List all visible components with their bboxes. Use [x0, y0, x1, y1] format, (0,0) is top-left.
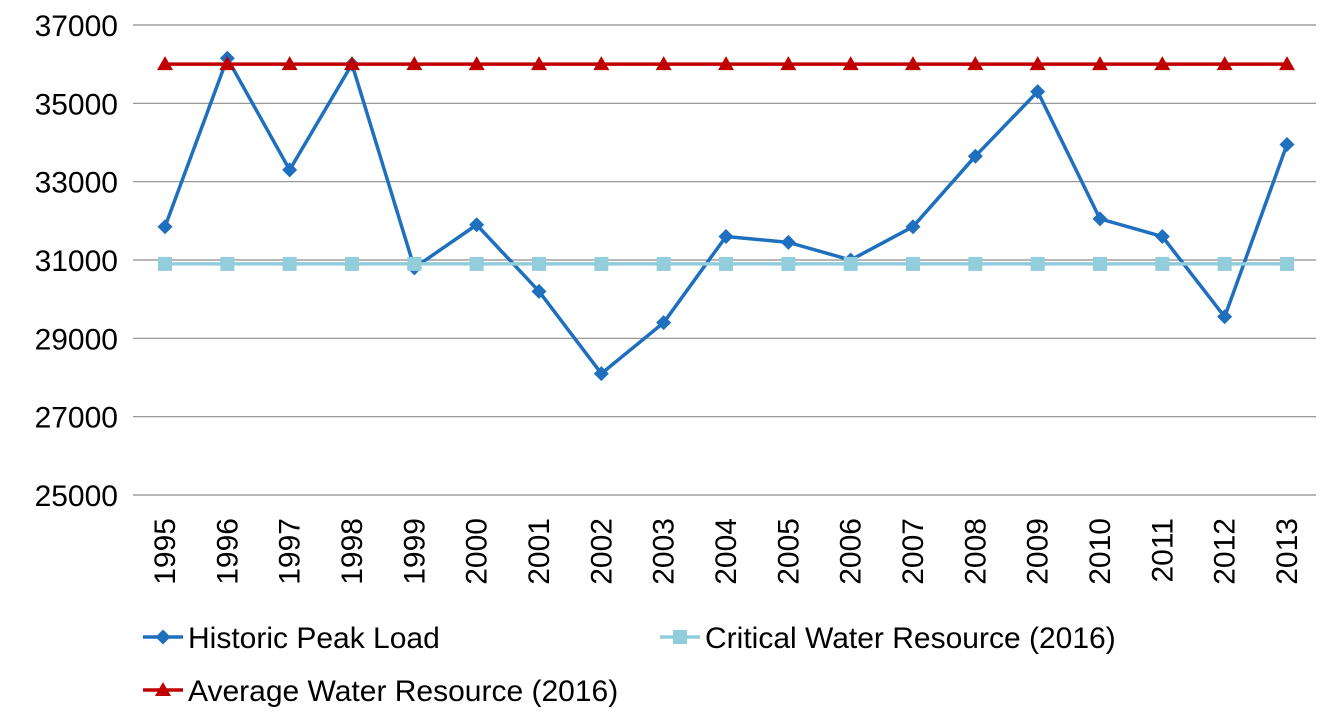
legend: Historic Peak Load Critical Water Resourc…: [143, 622, 1116, 708]
y-tick-label: 33000: [35, 167, 118, 200]
data-point: [673, 630, 687, 644]
x-tick-label: 2012: [1209, 518, 1242, 585]
data-point: [842, 56, 859, 71]
y-tick-label: 29000: [35, 323, 118, 356]
x-tick-label: 1999: [398, 518, 431, 585]
data-point: [1279, 56, 1295, 71]
data-point: [780, 56, 797, 71]
data-point: [344, 56, 360, 71]
x-tick-label: 1995: [149, 518, 182, 585]
data-point: [593, 366, 609, 382]
data-point: [157, 56, 173, 71]
legend-label: Historic Peak Load: [188, 622, 440, 655]
data-point: [220, 256, 235, 271]
x-tick-label: 1998: [336, 518, 369, 585]
data-point: [1216, 56, 1233, 71]
data-point: [905, 56, 921, 71]
data-point: [407, 256, 422, 271]
data-point: [1217, 309, 1233, 325]
data-point: [469, 217, 485, 233]
data-point: [282, 256, 297, 271]
series-group: [157, 50, 1295, 382]
data-point: [219, 56, 236, 71]
y-tick-label: 37000: [35, 10, 118, 43]
data-point: [469, 256, 484, 271]
data-point: [843, 256, 858, 271]
data-point: [656, 315, 672, 331]
data-point: [1092, 56, 1108, 71]
x-tick-label: 2005: [772, 518, 805, 585]
data-point: [656, 256, 671, 271]
data-point: [345, 256, 359, 271]
x-tick-label: 2000: [461, 518, 494, 585]
legend-label: Average Water Resource (2016): [188, 675, 618, 708]
data-point: [158, 256, 172, 271]
data-point: [906, 256, 920, 271]
x-tick-label: 2006: [835, 518, 868, 585]
data-point: [1155, 256, 1170, 271]
data-point: [155, 629, 171, 645]
data-point: [781, 256, 796, 271]
data-point: [532, 256, 546, 271]
series-2: [158, 256, 1294, 271]
data-point: [1030, 256, 1045, 271]
x-tick-label: 2008: [959, 518, 992, 585]
data-point: [905, 219, 921, 235]
x-tick-label: 2007: [897, 518, 930, 585]
y-tick-label: 27000: [35, 402, 118, 435]
series-1: [157, 50, 1295, 382]
data-point: [281, 56, 298, 71]
x-tick-label: 1996: [211, 518, 244, 585]
series-line: [163, 56, 1289, 376]
x-tick-label: 1997: [274, 518, 307, 585]
x-tick-label: 2009: [1022, 518, 1055, 585]
data-point: [718, 229, 734, 244]
y-tick-label: 35000: [35, 88, 118, 121]
data-point: [967, 148, 983, 164]
legend-item: Critical Water Resource (2016): [660, 622, 1116, 655]
x-tick-label: 2011: [1146, 518, 1179, 583]
data-point: [531, 283, 547, 299]
data-point: [593, 56, 610, 71]
data-point: [1092, 211, 1108, 227]
legend-label: Critical Water Resource (2016): [705, 622, 1116, 655]
data-point: [655, 56, 672, 71]
data-point: [1280, 256, 1294, 271]
data-point: [1154, 56, 1171, 71]
x-tick-label: 2003: [648, 518, 681, 585]
data-point: [1030, 84, 1046, 100]
data-point: [780, 234, 796, 250]
series-3: [157, 56, 1295, 71]
data-point: [1093, 256, 1107, 271]
data-point: [531, 56, 547, 71]
data-point: [594, 256, 609, 271]
data-point: [719, 256, 733, 271]
data-point: [967, 56, 984, 71]
data-point: [406, 56, 423, 71]
y-tick-label: 31000: [35, 245, 118, 278]
data-point: [468, 56, 485, 71]
data-point: [157, 219, 173, 235]
data-point: [282, 162, 298, 178]
data-point: [1154, 229, 1170, 244]
data-point: [155, 682, 171, 696]
data-point: [1279, 136, 1295, 152]
data-point: [968, 256, 983, 271]
x-tick-label: 2004: [710, 518, 743, 585]
y-tick-label: 25000: [35, 480, 118, 513]
y-axis-tick-labels: 25000 27000 29000 31000 33000 35000 37000: [35, 10, 118, 513]
data-point: [1217, 256, 1232, 271]
data-point: [718, 56, 734, 71]
x-tick-label: 2001: [523, 518, 556, 585]
legend-item: Average Water Resource (2016): [143, 675, 618, 708]
x-tick-label: 2013: [1271, 518, 1304, 585]
x-tick-label: 2002: [585, 518, 618, 585]
data-point: [1029, 56, 1046, 71]
x-axis-tick-labels: 1995 1996 1997 1998 1999 2000 2001 2002 2003 2004…: [149, 518, 1304, 585]
x-tick-label: 2010: [1084, 518, 1117, 585]
legend-item: Historic Peak Load: [143, 622, 440, 655]
